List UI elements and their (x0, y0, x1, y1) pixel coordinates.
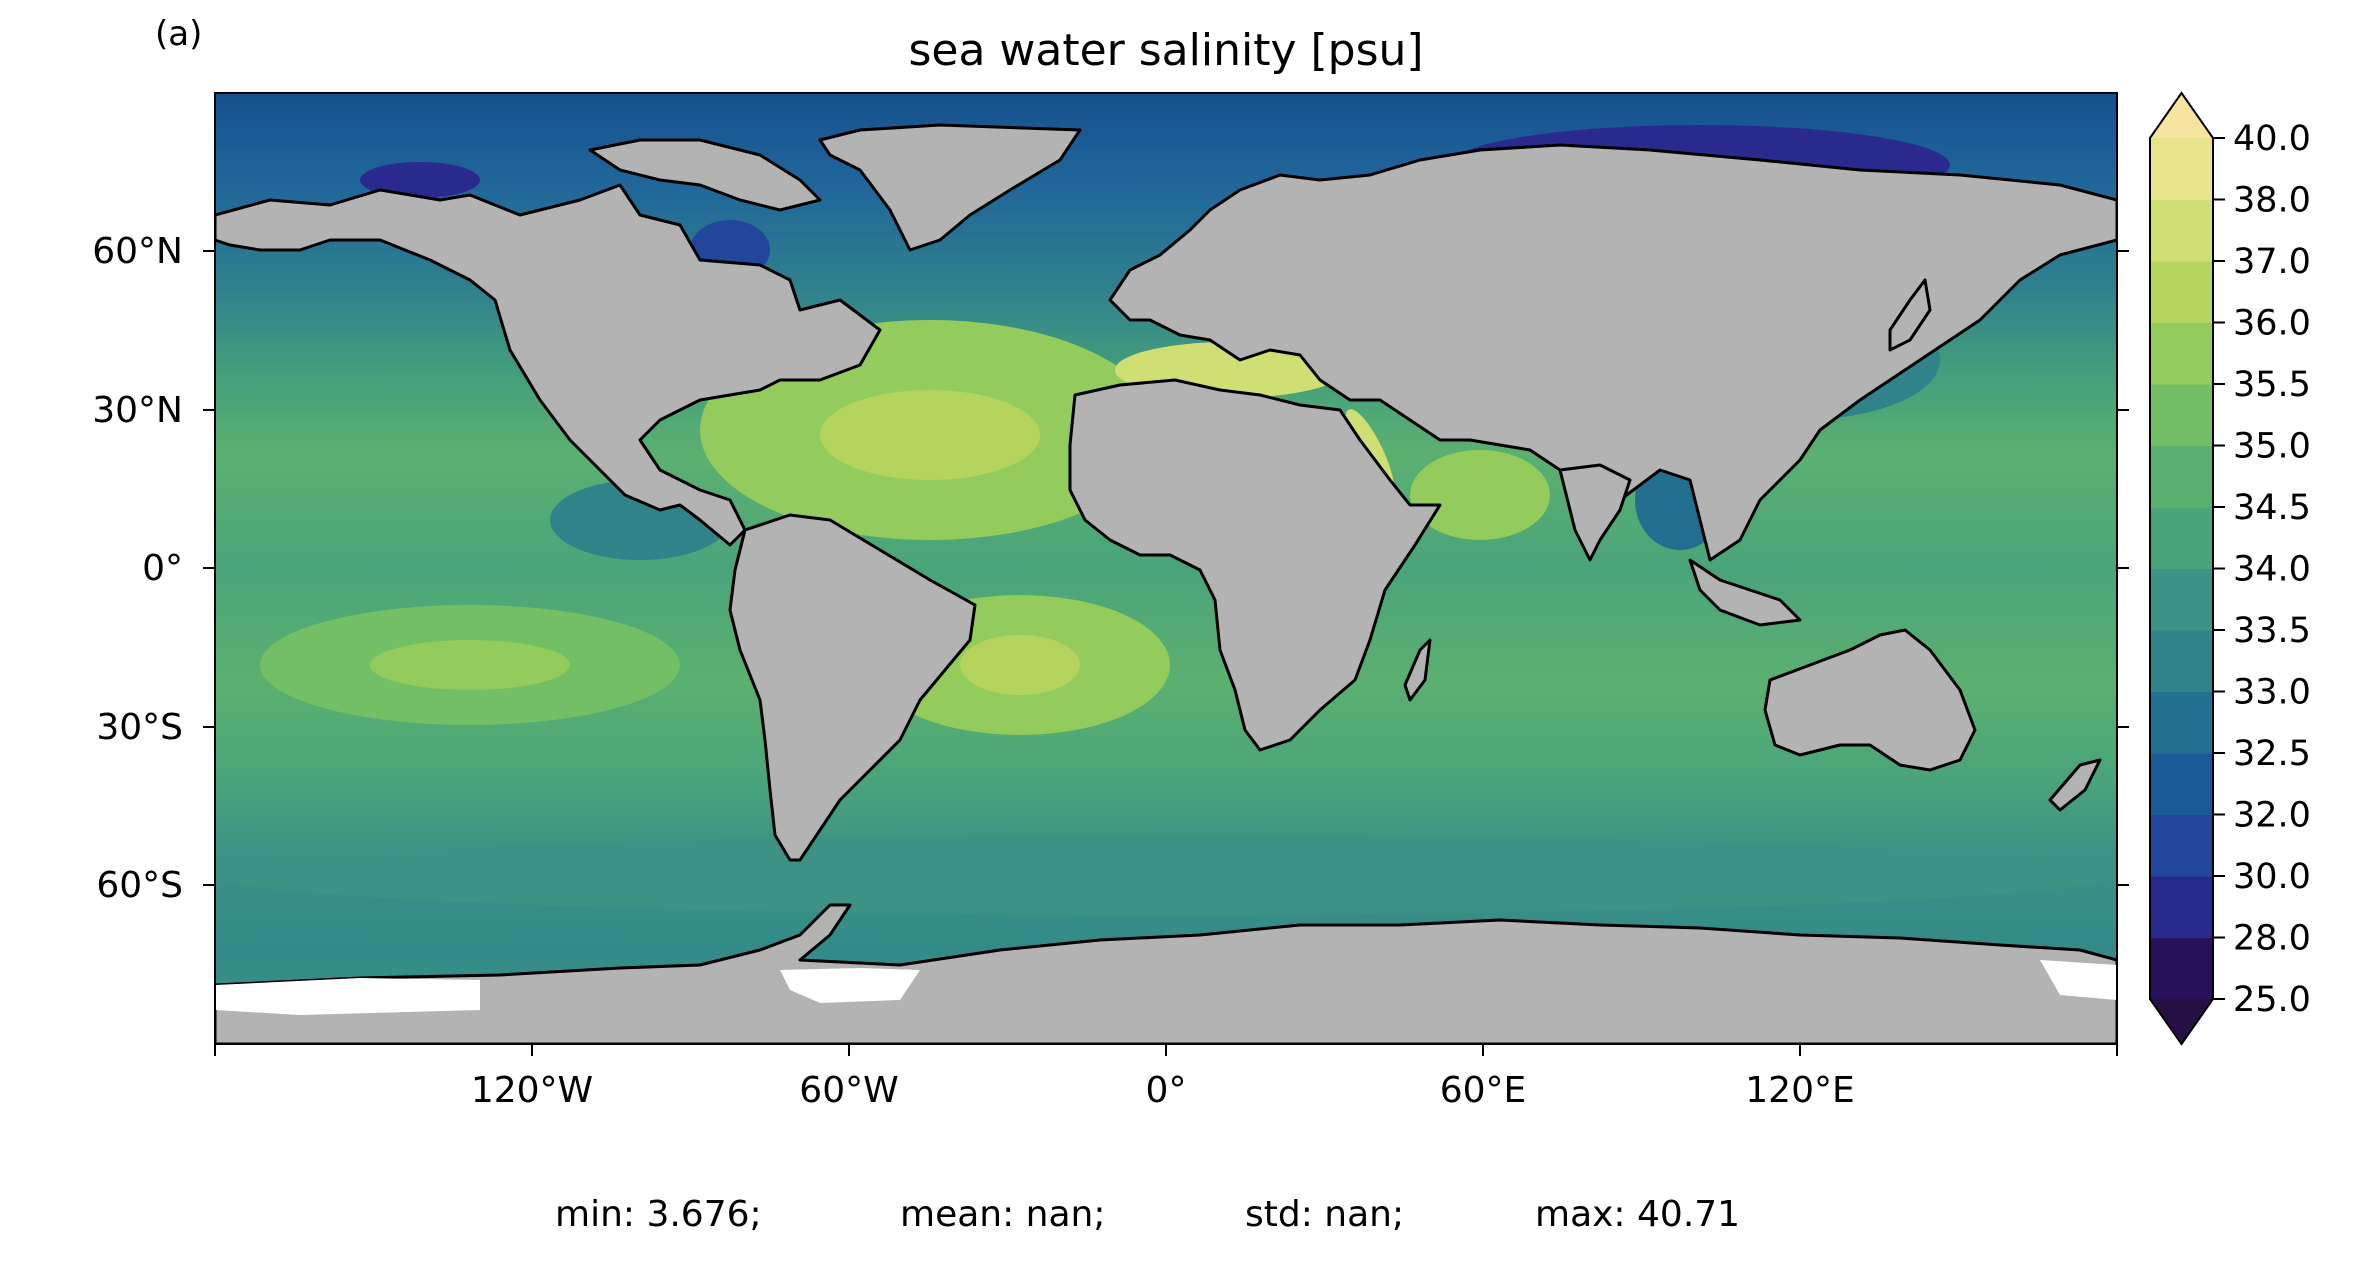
colorbar-band (2150, 507, 2213, 570)
stat-std: std: nan; (1245, 1194, 1404, 1235)
amery-ice-shelf (2040, 960, 2117, 1000)
land (215, 123, 2117, 1044)
colorbar-band (2150, 261, 2213, 324)
lat-tick-30s: 30°S (96, 707, 183, 748)
southern-ocean-band (216, 835, 2116, 915)
lon-tick-labels: 120°W 60°W 0° 60°E 120°E (471, 1070, 1855, 1111)
japan-land (1888, 278, 1932, 352)
colorbar-band (2150, 630, 2213, 693)
arabian-sea-high-salinity (1410, 450, 1550, 540)
colorbar-band (2150, 876, 2213, 939)
map-title: sea water salinity [psu] (908, 25, 1423, 76)
antarctica-land (215, 903, 2117, 1044)
colorbar-label: 32.0 (2233, 796, 2311, 836)
colorbar-bands (2150, 138, 2213, 1000)
colorbar-label: 36.0 (2233, 304, 2311, 344)
india-land (1558, 463, 1632, 562)
lon-tick-60w: 60°W (799, 1070, 898, 1111)
colorbar-label: 35.0 (2233, 427, 2311, 467)
colorbar-band (2150, 568, 2213, 631)
lat-tick-60s: 60°S (96, 865, 183, 906)
colorbar-label: 40.0 (2233, 119, 2311, 159)
colorbar-band (2150, 384, 2213, 447)
south-pacific-core (370, 640, 570, 690)
lon-tick-120e: 120°E (1745, 1070, 1854, 1111)
colorbar-label: 30.0 (2233, 857, 2311, 897)
colorbar-label: 33.0 (2233, 673, 2311, 713)
south-atlantic-core (960, 635, 1080, 695)
lat-tick-30n: 30°N (92, 390, 183, 431)
colorbar-label: 35.5 (2233, 365, 2311, 405)
lon-tick-60e: 60°E (1440, 1070, 1527, 1111)
colorbar-label: 38.0 (2233, 181, 2311, 221)
colorbar-label: 28.0 (2233, 919, 2311, 959)
stat-mean: mean: nan; (900, 1194, 1106, 1235)
colorbar-label: 32.5 (2233, 734, 2311, 774)
colorbar-band (2150, 322, 2213, 385)
colorbar-label: 34.0 (2233, 550, 2311, 590)
lat-tick-60n: 60°N (92, 231, 183, 272)
colorbar-extend-min (2150, 999, 2213, 1044)
lon-tick-0: 0° (1146, 1070, 1187, 1111)
stats-footer: min: 3.676; mean: nan; std: nan; max: 40… (555, 1194, 1740, 1235)
weddell-ice-shelf (780, 968, 920, 1003)
map-area (215, 93, 2117, 1044)
colorbar-labels: 40.0 38.0 37.0 36.0 35.5 35.0 34.5 34.0 33.5 33.0… (2213, 119, 2311, 1020)
colorbar-band (2150, 138, 2213, 201)
colorbar-band (2150, 691, 2213, 754)
eurasia-land (1108, 143, 2117, 562)
colorbar-band (2150, 753, 2213, 816)
panel-label: (a) (155, 14, 202, 54)
lat-tick-labels: 60°N 30°N 0° 30°S 60°S (92, 231, 183, 906)
north-atlantic-core (820, 390, 1040, 480)
colorbar-band (2150, 445, 2213, 508)
ross-ice-shelf (215, 978, 480, 1015)
lat-tick-0: 0° (142, 548, 183, 589)
south-america-land (728, 513, 977, 862)
lon-tick-120w: 120°W (471, 1070, 593, 1111)
new-zealand-land (2048, 758, 2102, 812)
colorbar-label: 34.5 (2233, 488, 2311, 528)
north-america-land (215, 183, 882, 547)
colorbar-label: 33.5 (2233, 611, 2311, 651)
australia-land (1763, 628, 1977, 772)
lon-major-ticks (214, 1044, 2118, 1056)
colorbar: 40.0 38.0 37.0 36.0 35.5 35.0 34.5 34.0 33.5 33.0… (2149, 91, 2311, 1046)
africa-land (1068, 378, 1442, 752)
colorbar-label: 25.0 (2233, 980, 2311, 1020)
colorbar-band (2150, 937, 2213, 1000)
stat-min: min: 3.676; (555, 1194, 762, 1235)
southeast-asia-land (1688, 558, 1802, 627)
stat-max: max: 40.71 (1535, 1194, 1740, 1235)
canadian-archipelago-land (588, 138, 822, 212)
lat-major-ticks (203, 250, 2129, 886)
colorbar-label: 37.0 (2233, 242, 2311, 282)
colorbar-extend-max (2150, 93, 2213, 138)
beaufort-low-salinity (360, 162, 480, 198)
colorbar-band (2150, 814, 2213, 877)
colorbar-band (2150, 199, 2213, 262)
greenland-land (818, 123, 1082, 252)
madagascar-land (1403, 638, 1432, 702)
